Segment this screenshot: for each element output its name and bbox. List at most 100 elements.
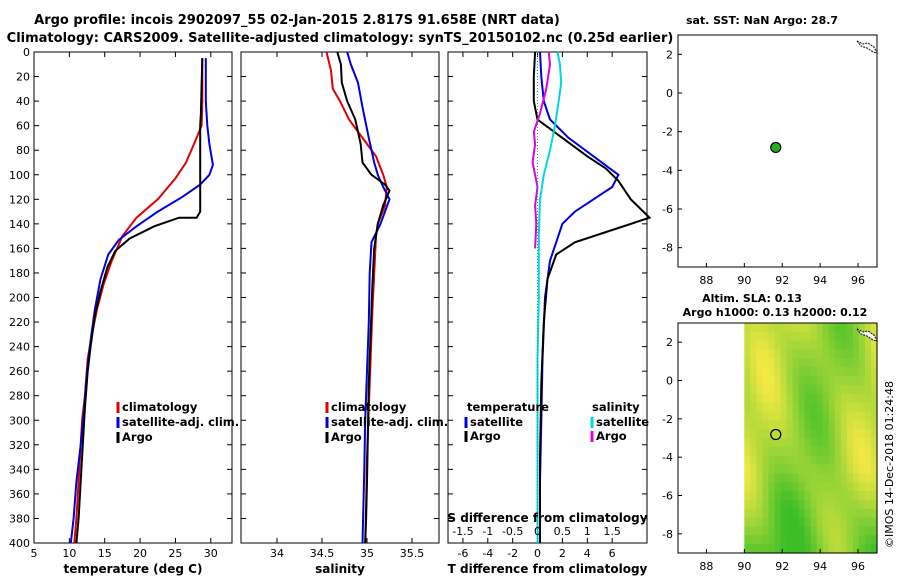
heatmap-cell: [792, 517, 800, 527]
heatmap-cell: [834, 473, 842, 483]
legend-label: Argo: [596, 429, 627, 443]
heatmap-cell: [798, 446, 806, 457]
heatmap-cell: [774, 358, 782, 368]
heatmap-cell: [871, 367, 878, 377]
heatmap-cell: [798, 544, 806, 554]
heatmap-cell: [750, 482, 757, 492]
heatmap-cell: [798, 393, 806, 404]
heatmap-cell: [822, 491, 830, 501]
heatmap-cell: [871, 499, 878, 510]
x-tick-label: 30: [204, 547, 218, 560]
heatmap-cell: [798, 367, 806, 377]
heatmap-cell: [786, 508, 794, 519]
heatmap-cell: [828, 544, 836, 554]
heatmap-cell: [780, 376, 788, 386]
heatmap-cell: [864, 455, 872, 466]
heatmap-cell: [798, 491, 806, 501]
heatmap-cell: [786, 429, 794, 439]
heatmap-cell: [864, 429, 872, 439]
series-line-salinity-argo: [531, 51, 552, 249]
heatmap-cell: [816, 376, 824, 386]
heatmap-cell: [852, 411, 860, 421]
heatmap-cell: [858, 402, 866, 412]
heatmap-cell: [744, 358, 751, 368]
heatmap-cell: [780, 499, 788, 510]
heatmap-cell: [834, 464, 842, 474]
heatmap-cell: [774, 446, 782, 457]
heatmap-cell: [864, 349, 872, 359]
heatmap-cell: [750, 420, 757, 430]
heatmap-cell: [786, 446, 794, 457]
heatmap-cell: [828, 517, 836, 527]
heatmap-cell: [822, 376, 830, 386]
heatmap-cell: [871, 491, 878, 501]
heatmap-cell: [858, 429, 866, 439]
argo-float-marker: [770, 428, 782, 441]
heatmap-cell: [810, 499, 818, 510]
heatmap-cell: [774, 464, 782, 474]
y-tick-label: -8: [662, 528, 673, 541]
heatmap-cell: [798, 331, 806, 342]
heatmap-cell: [792, 446, 800, 457]
heatmap-cell: [756, 535, 763, 545]
heatmap-cell: [774, 438, 782, 448]
heatmap-cell: [852, 420, 860, 430]
heatmap-cell: [822, 367, 830, 377]
heatmap-cell: [834, 367, 842, 377]
heatmap-cell: [780, 411, 788, 421]
heatmap-cell: [858, 393, 866, 404]
heatmap-cell: [804, 544, 812, 554]
heatmap-cell: [858, 526, 866, 536]
heatmap-cell: [750, 331, 757, 342]
heatmap-cell: [810, 535, 818, 545]
heatmap-cell: [768, 420, 776, 430]
heatmap-cell: [858, 358, 866, 368]
heatmap-cell: [756, 482, 763, 492]
heatmap-cell: [750, 473, 757, 483]
heatmap-cell: [810, 411, 818, 421]
heatmap-cell: [834, 491, 842, 501]
heatmap-cell: [750, 393, 757, 404]
heatmap-cell: [756, 429, 763, 439]
heatmap-cell: [852, 544, 860, 554]
heatmap-cell: [798, 526, 806, 536]
x-tick-label: -6: [457, 547, 468, 560]
heatmap-cell: [768, 367, 776, 377]
y-tick-label: 140: [9, 218, 30, 231]
heatmap-cell: [871, 340, 878, 351]
heatmap-cell: [750, 491, 757, 501]
heatmap-cell: [846, 438, 854, 448]
heatmap-cell: [750, 340, 757, 351]
heatmap-cell: [852, 491, 860, 501]
y-tick-label: 0: [23, 46, 30, 59]
heatmap-cell: [792, 349, 800, 359]
heatmap-cell: [828, 376, 836, 386]
heatmap-cell: [810, 420, 818, 430]
heatmap-cell: [762, 384, 769, 395]
heatmap-cell: [822, 323, 830, 333]
heatmap-cell: [816, 491, 824, 501]
heatmap-cell: [756, 438, 763, 448]
heatmap-cell: [864, 340, 872, 351]
heatmap-cell: [822, 393, 830, 404]
heatmap-cell: [864, 464, 872, 474]
x-tick-label: 92: [775, 274, 789, 287]
y-tick-label: 0: [666, 375, 673, 388]
heatmap-cell: [816, 402, 824, 412]
heatmap-cell: [840, 402, 848, 412]
heatmap-cell: [744, 323, 751, 333]
heatmap-cell: [846, 411, 854, 421]
heatmap-cell: [852, 367, 860, 377]
map2-title-line2: Argo h1000: 0.13 h2000: 0.12: [683, 306, 868, 319]
heatmap-cell: [816, 455, 824, 466]
heatmap-cell: [768, 429, 776, 439]
heatmap-cell: [846, 446, 854, 457]
heatmap-cell: [804, 499, 812, 510]
heatmap-cell: [756, 393, 763, 404]
heatmap-cell: [834, 323, 842, 333]
heatmap-cell: [774, 393, 782, 404]
heatmap-cell: [750, 446, 757, 457]
heatmap-cell: [822, 402, 830, 412]
heatmap-cell: [816, 464, 824, 474]
